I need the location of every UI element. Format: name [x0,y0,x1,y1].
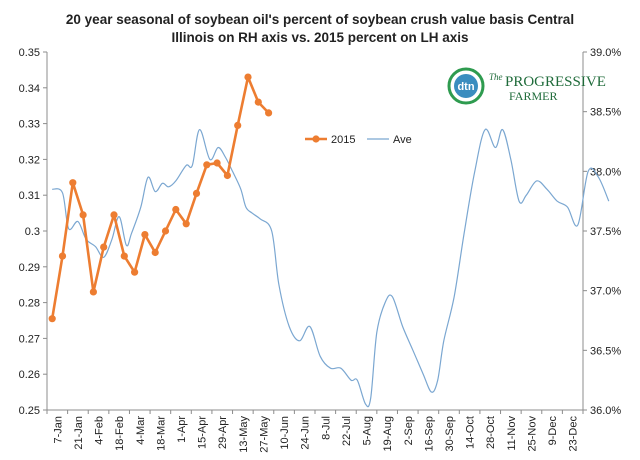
x-tick-label: 15-Apr [197,416,209,449]
x-tick-label: 13-May [238,416,250,453]
x-tick-label: 25-Nov [526,416,538,452]
left-tick-label: 0.29 [19,262,40,274]
chart-title-line-2: Illinois on RH axis vs. 2015 percent on … [171,30,468,45]
x-tick-label: 22-Jul [341,416,353,446]
x-tick-label: 21-Jan [73,416,85,450]
series-2015-point [141,231,149,239]
series-2015-point [213,159,221,167]
x-tick-label: 29-Apr [217,416,229,449]
x-tick-label: 4-Feb [94,416,106,445]
logo-badge-text: dtn [457,81,474,93]
right-tick-label: 37.0% [590,286,621,298]
legend: 2015 Ave [305,134,412,146]
legend-2015-marker [312,135,320,143]
series-2015-point [203,161,211,169]
right-tick-label: 39.0% [590,47,621,59]
series-2015 [48,73,273,323]
series-2015-point [223,171,231,180]
right-tick-label: 38.5% [590,107,621,119]
x-tick-label: 9-Dec [547,416,559,446]
x-tick-label: 27-May [258,416,270,453]
series-2015-point [89,288,97,296]
logo-line-2: PROGRESSIVE [505,74,606,90]
left-tick-label: 0.27 [19,333,40,345]
x-tick-label: 18-Mar [155,416,167,451]
left-tick-label: 0.25 [19,405,40,417]
right-tick-label: 36.5% [590,345,621,357]
series-2015-point [120,252,128,260]
x-tick-label: 28-Oct [485,416,497,449]
x-tick-label: 8-Jul [320,416,332,440]
series-2015-point [182,220,190,228]
x-tick-label: 14-Oct [465,416,477,449]
left-tick-label: 0.31 [19,190,40,202]
logo-ring [447,67,485,105]
left-tick-label: 0.34 [19,83,40,95]
right-tick-label: 36.0% [590,405,621,417]
series-2015-point [110,211,118,219]
series-ave-line [52,128,610,408]
series-2015-point [48,315,56,323]
series-2015-point [244,73,252,81]
x-tick-label: 23-Dec [568,416,580,452]
logo-line-1: The [489,72,503,82]
series-2015-point [151,248,159,257]
series-2015-point [79,211,87,219]
left-tick-label: 0.3 [25,226,40,238]
x-tick-label: 10-Jun [279,416,291,450]
series-2015-point [161,227,170,235]
chart-title-line-1: 20 year seasonal of soybean oil's percen… [66,12,574,27]
x-tick-label: 7-Jan [52,416,64,444]
series-2015-point [254,98,262,106]
x-tick-label: 19-Aug [382,416,394,451]
axes: 0.25 0.26 0.27 0.28 0.29 0.3 0.31 0.32 0.33 0.34 0… [19,47,622,453]
legend-2015-label: 2015 [331,134,355,146]
x-tick-label: 1-Apr [176,416,188,443]
x-tick-label: 5-Aug [362,416,374,445]
logo-line-3: FARMER [509,89,557,103]
series-2015-point [234,121,242,129]
series-2015-line [50,75,270,319]
x-tick-label: 30-Sep [444,416,456,451]
series-2015-point [69,179,77,187]
right-tick-label: 37.5% [590,226,621,238]
left-tick-label: 0.28 [19,298,40,310]
logo-badge [454,74,478,98]
left-tick-label: 0.35 [19,47,40,59]
x-tick-label: 16-Sep [423,416,435,451]
series-2015-point [100,243,108,251]
x-tick-label: 18-Feb [114,416,126,451]
series-2015-point [192,189,201,197]
series-2015-point [172,205,180,214]
x-tick-label: 4-Mar [135,416,147,445]
left-tick-label: 0.26 [19,369,40,381]
chart-title: 20 year seasonal of soybean oil's percen… [66,12,574,45]
series-2015-point [58,252,67,260]
left-tick-label: 0.33 [19,119,40,131]
series-2015-point [265,109,273,117]
x-tick-label: 2-Sep [403,416,415,445]
left-tick-label: 0.32 [19,154,40,166]
x-tick-label: 11-Nov [506,416,518,451]
series-ave [52,128,610,408]
legend-ave-label: Ave [393,134,412,146]
x-tick-label: 24-Jun [300,416,312,450]
series-2015-point [131,268,139,276]
